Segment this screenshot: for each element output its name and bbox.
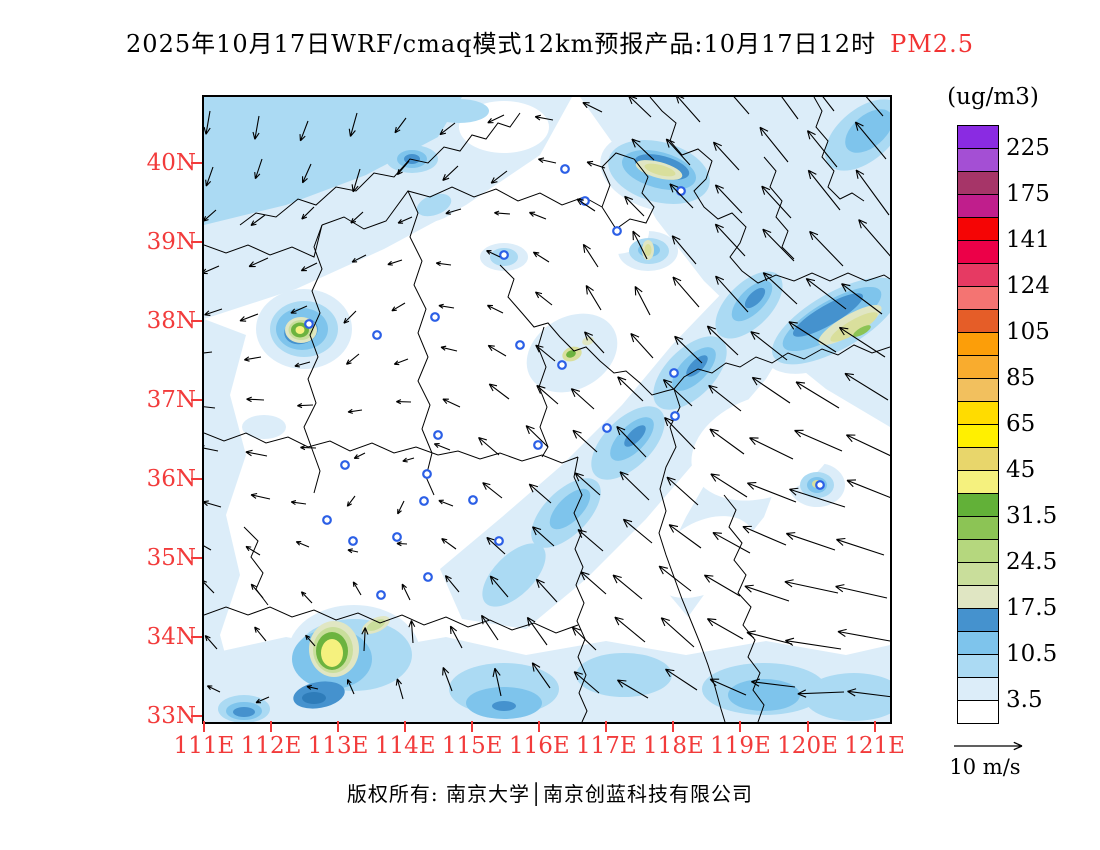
- lon-label: 115E: [441, 733, 503, 759]
- colorbar-boundary-label: 141: [1006, 227, 1050, 253]
- colorbar-unit-label: (ug/m3): [947, 84, 1039, 110]
- lat-label: 34N: [146, 624, 196, 650]
- lat-tick: [191, 557, 202, 559]
- colorbar-boundary-label: 225: [1006, 135, 1050, 161]
- colorbar-cell: [958, 126, 998, 149]
- lat-tick: [191, 636, 202, 638]
- map-canvas: [204, 97, 890, 722]
- colorbar-boundary-label: 31.5: [1006, 503, 1058, 529]
- lon-label: 114E: [374, 733, 436, 759]
- colorbar-cell: [958, 425, 998, 448]
- colorbar-cell: [958, 609, 998, 632]
- title-main: 2025年10月17日WRF/cmaq模式12km预报产品:10月17日12时: [126, 30, 877, 58]
- colorbar-cell: [958, 379, 998, 402]
- colorbar-boundary-label: 124: [1006, 273, 1050, 299]
- colorbar-cell: [958, 172, 998, 195]
- title-species: PM2.5: [890, 30, 974, 58]
- colorbar-cell: [958, 333, 998, 356]
- lat-tick: [191, 320, 202, 322]
- lat-label: 37N: [146, 387, 196, 413]
- colorbar-cell: [958, 701, 998, 723]
- lon-tick: [605, 721, 608, 732]
- lat-tick: [191, 715, 202, 717]
- colorbar-cell: [958, 264, 998, 287]
- lon-label: 117E: [576, 733, 637, 759]
- lon-label: 119E: [710, 733, 771, 759]
- colorbar-cell: [958, 149, 998, 172]
- colorbar-cell: [958, 241, 998, 264]
- lon-tick: [404, 721, 407, 732]
- lat-tick: [191, 241, 202, 243]
- lon-tick: [471, 721, 474, 732]
- colorbar-cell: [958, 356, 998, 379]
- lon-tick: [270, 721, 273, 732]
- colorbar-boundary-label: 85: [1006, 365, 1036, 391]
- colorbar-boundary-label: 10.5: [1006, 641, 1058, 667]
- lon-tick: [672, 721, 675, 732]
- colorbar-cell: [958, 678, 998, 701]
- colorbar-boundary-label: 65: [1006, 411, 1036, 437]
- lat-label: 40N: [146, 150, 196, 176]
- lon-tick: [538, 721, 541, 732]
- lat-tick: [191, 478, 202, 480]
- colorbar-boundary-label: 17.5: [1006, 595, 1058, 621]
- page-title: 2025年10月17日WRF/cmaq模式12km预报产品:10月17日12时 P…: [0, 24, 1100, 59]
- colorbar-cell: [958, 471, 998, 494]
- colorbar-cell: [958, 195, 998, 218]
- lon-label: 112E: [240, 733, 302, 759]
- colorbar-cell: [958, 287, 998, 310]
- forecast-map: [202, 95, 892, 724]
- colorbar-cell: [958, 655, 998, 678]
- colorbar: [957, 125, 999, 724]
- colorbar-boundary-label: 45: [1006, 457, 1036, 483]
- colorbar-cell: [958, 563, 998, 586]
- lat-label: 36N: [146, 466, 196, 492]
- lon-label: 111E: [173, 733, 235, 759]
- lat-label: 39N: [146, 229, 196, 255]
- lat-tick: [191, 399, 202, 401]
- lon-tick: [873, 721, 876, 732]
- lon-label: 120E: [777, 733, 838, 759]
- lon-label: 113E: [307, 733, 369, 759]
- copyright-text: 版权所有: 南京大学│南京创蓝科技有限公司: [346, 782, 754, 806]
- colorbar-cell: [958, 586, 998, 609]
- colorbar-cell: [958, 517, 998, 540]
- wind-reference-arrow: [954, 741, 1023, 751]
- colorbar-cell: [958, 402, 998, 425]
- colorbar-cell: [958, 632, 998, 655]
- lon-tick: [337, 721, 340, 732]
- colorbar-cell: [958, 540, 998, 563]
- lon-label: 116E: [508, 733, 570, 759]
- lat-label: 35N: [146, 545, 196, 571]
- lon-tick: [203, 721, 205, 732]
- lon-tick: [806, 721, 809, 732]
- colorbar-cell: [958, 494, 998, 517]
- lon-label: 118E: [643, 733, 704, 759]
- colorbar-boundary-label: 175: [1006, 181, 1050, 207]
- colorbar-cell: [958, 218, 998, 241]
- colorbar-boundary-label: 3.5: [1006, 687, 1043, 713]
- wind-reference-label: 10 m/s: [949, 755, 1021, 779]
- lat-tick: [191, 162, 202, 164]
- lon-label: 121E: [844, 733, 905, 759]
- lat-label: 33N: [146, 703, 196, 729]
- lon-tick: [739, 721, 742, 732]
- colorbar-boundary-label: 24.5: [1006, 549, 1058, 575]
- lat-label: 38N: [146, 308, 196, 334]
- colorbar-boundary-label: 105: [1006, 319, 1050, 345]
- colorbar-cell: [958, 310, 998, 333]
- colorbar-cell: [958, 448, 998, 471]
